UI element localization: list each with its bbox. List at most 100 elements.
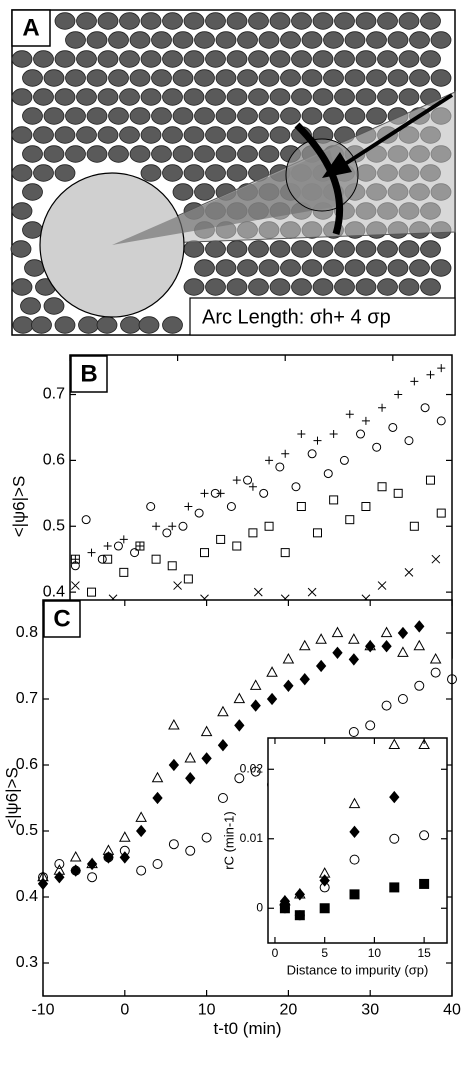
point [437, 364, 446, 373]
point [297, 430, 306, 439]
y-axis-label: <|ψ6|>S [2, 767, 21, 829]
point [234, 773, 245, 784]
point [232, 476, 241, 485]
particle [108, 145, 129, 163]
particle [183, 240, 205, 258]
particle [65, 107, 86, 125]
point [393, 488, 403, 498]
particle [355, 278, 377, 296]
point [381, 700, 392, 711]
particle [377, 12, 398, 30]
particle [387, 259, 409, 277]
particle [409, 31, 430, 49]
point [431, 554, 441, 564]
y-tick-label: 0.02 [240, 761, 264, 775]
point [281, 449, 290, 458]
point [348, 633, 360, 644]
particle [377, 240, 398, 258]
particle [194, 69, 215, 87]
point [279, 903, 290, 914]
particle [323, 259, 344, 277]
y-tick-label: 0 [256, 900, 263, 914]
particle [398, 12, 420, 30]
particle [237, 31, 258, 49]
particle [398, 88, 420, 106]
point [103, 542, 112, 551]
particle [33, 50, 54, 68]
particle [119, 50, 140, 68]
point [426, 370, 435, 379]
point [217, 739, 229, 752]
particle [355, 240, 377, 258]
particle [194, 183, 215, 201]
y-axis-label: <|ψ6|>S [9, 476, 28, 538]
particle [54, 316, 76, 334]
particle [258, 145, 280, 163]
particle [151, 31, 172, 49]
point [420, 403, 430, 413]
y-tick-label: 0.6 [43, 452, 65, 469]
point [113, 541, 123, 551]
y-axis-label: rC (min-1) [221, 811, 236, 870]
particle [33, 164, 54, 182]
particle [258, 31, 280, 49]
particle [140, 88, 162, 106]
point [146, 502, 156, 511]
particle [119, 88, 140, 106]
particle [334, 88, 355, 106]
particle [65, 31, 86, 49]
particle [86, 145, 108, 163]
point [200, 548, 210, 558]
particle [312, 240, 334, 258]
point [313, 436, 322, 445]
particle [398, 240, 420, 258]
particle [237, 69, 258, 87]
x-tick-label: 30 [361, 1002, 379, 1019]
point [349, 889, 360, 900]
point [348, 797, 361, 809]
point [249, 679, 262, 690]
point [275, 462, 285, 472]
particle [430, 259, 452, 277]
particle [76, 88, 97, 106]
point [216, 534, 226, 544]
point [299, 673, 310, 686]
particle [22, 221, 43, 239]
particle [162, 316, 183, 334]
particle [291, 12, 312, 30]
particle [269, 12, 291, 30]
point [70, 864, 81, 877]
particle [183, 164, 205, 182]
point [69, 850, 82, 862]
particle [312, 88, 334, 106]
y-tick-label: 0.4 [16, 888, 38, 905]
point [250, 766, 261, 777]
particle [65, 145, 86, 163]
y-tick-label: 0.5 [16, 822, 38, 839]
point [135, 811, 147, 822]
point [404, 568, 414, 577]
point [365, 720, 376, 731]
point [349, 825, 360, 838]
point [136, 865, 147, 876]
point [323, 469, 333, 479]
point [413, 639, 426, 651]
point [378, 403, 387, 412]
point [86, 857, 98, 871]
particle [355, 12, 377, 30]
point [194, 508, 204, 518]
point [397, 626, 409, 640]
particle [33, 88, 54, 106]
particle [194, 31, 215, 49]
point [70, 561, 80, 571]
point [38, 872, 48, 883]
particle [11, 278, 33, 296]
point [87, 872, 98, 883]
point [201, 752, 212, 765]
point [210, 488, 220, 498]
particle [78, 316, 99, 334]
point [233, 692, 246, 704]
particle [258, 69, 280, 87]
particle [387, 69, 409, 87]
